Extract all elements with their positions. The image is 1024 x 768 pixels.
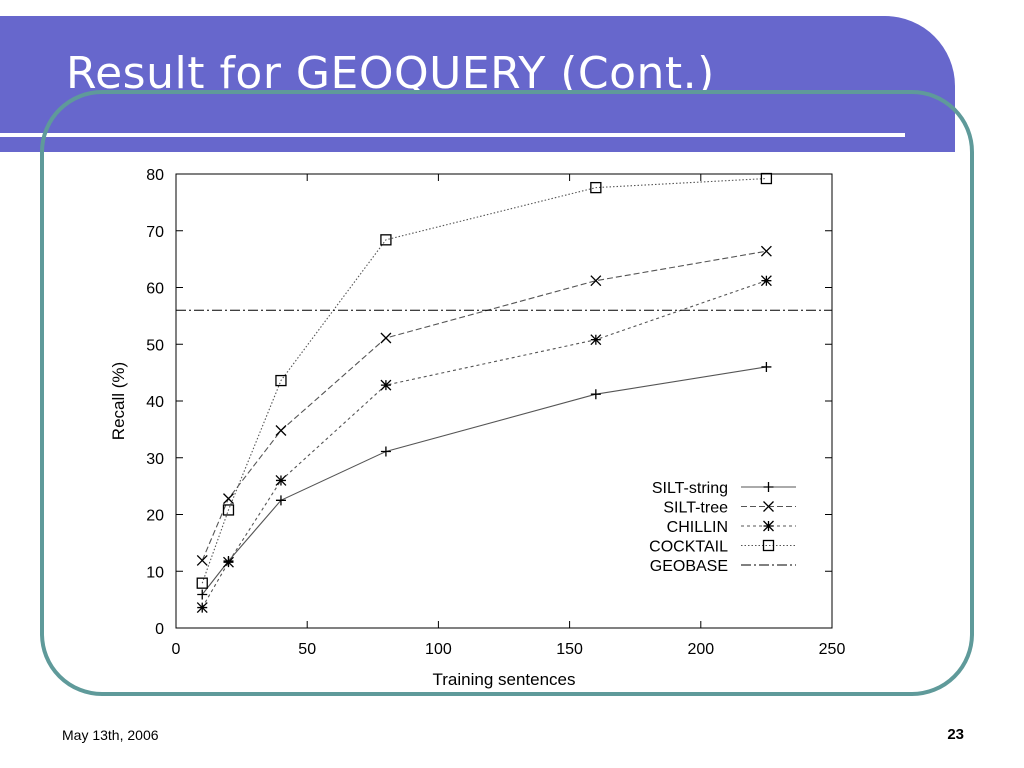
silt-tree-point xyxy=(590,275,602,287)
title-underline xyxy=(0,133,905,137)
legend-label: COCKTAIL xyxy=(649,539,728,556)
chillin-point xyxy=(380,379,392,391)
silt-tree-point xyxy=(223,493,234,505)
axis-ticks: 0 50 100 150 200 250 0 10 20 30 40 50 60 70 80 xyxy=(146,167,845,658)
legend-label: SILT-tree xyxy=(663,500,728,517)
series-lines xyxy=(176,177,832,608)
plot-area-frame xyxy=(175,173,833,629)
y-tick-label: 70 xyxy=(146,224,164,241)
x-axis-label: Training sentences xyxy=(432,670,575,689)
series-markers xyxy=(196,172,773,614)
legend-marker-cocktail xyxy=(762,539,775,552)
y-tick-label: 0 xyxy=(155,621,164,638)
chillin-point xyxy=(275,474,287,486)
chillin-point xyxy=(760,275,772,287)
silt-string-point xyxy=(380,446,391,457)
legend-label: CHILLIN xyxy=(667,519,728,536)
chillin-point xyxy=(223,556,234,568)
legend-label: GEOBASE xyxy=(650,558,728,575)
chillin-point xyxy=(196,602,208,614)
chillin-line xyxy=(201,280,767,608)
chart-legend: SILT-string SILT-tree CHILLIN COCKTAIL GEOBA… xyxy=(649,480,796,575)
cocktail-point xyxy=(275,374,287,387)
y-tick-label: 40 xyxy=(146,394,164,411)
title-bar xyxy=(0,16,955,152)
silt-tree-point xyxy=(275,425,287,436)
legend-marker-silt-tree xyxy=(763,501,774,512)
silt-string-point xyxy=(275,495,286,506)
cocktail-point xyxy=(760,172,773,185)
chillin-point xyxy=(590,334,602,346)
silt-string-point xyxy=(197,589,208,600)
silt-tree-point xyxy=(380,332,392,344)
y-tick-label: 50 xyxy=(146,337,164,354)
x-tick-label: 200 xyxy=(687,641,714,658)
x-tick-label: 50 xyxy=(298,641,316,658)
x-tick-label: 100 xyxy=(425,641,452,658)
legend-marker-silt-string xyxy=(763,482,774,492)
content-frame xyxy=(40,90,974,696)
silt-string-point xyxy=(761,361,772,372)
y-tick-label: 20 xyxy=(146,508,164,525)
x-tick-label: 250 xyxy=(819,641,846,658)
y-tick-label: 60 xyxy=(146,281,164,298)
footer-date: May 13th, 2006 xyxy=(62,727,159,743)
page-number: 23 xyxy=(947,726,964,743)
cocktail-point xyxy=(222,504,235,516)
cocktail-point xyxy=(196,577,208,589)
y-tick-label: 10 xyxy=(146,564,164,581)
x-tick-label: 0 xyxy=(172,641,181,658)
y-tick-label: 30 xyxy=(146,451,164,468)
x-tick-label: 150 xyxy=(556,641,583,658)
legend-marker-chillin xyxy=(763,520,774,532)
y-tick-label: 80 xyxy=(146,167,164,184)
cocktail-point xyxy=(590,181,602,194)
y-axis-label: Recall (%) xyxy=(109,362,128,440)
legend-label: SILT-string xyxy=(652,480,728,497)
silt-string-point xyxy=(590,389,601,400)
silt-tree-point xyxy=(196,555,208,566)
silt-tree-point xyxy=(760,245,772,257)
cocktail-point xyxy=(380,234,392,246)
